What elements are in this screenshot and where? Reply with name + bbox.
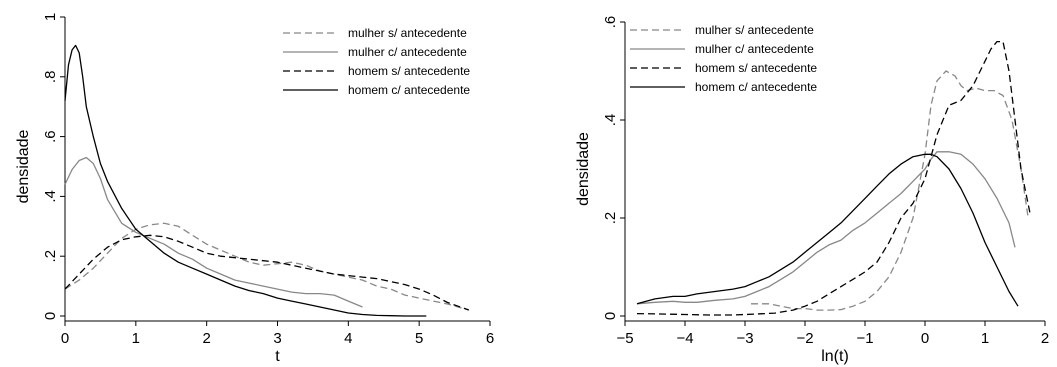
x-tick-label: 2 [1041,330,1049,347]
legend-label: homem s/ antecedente [695,61,817,75]
x-tick-label: 6 [486,330,494,347]
y-tick-label: .6 [42,130,59,143]
series-line-1 [64,222,469,311]
series-line-3 [64,234,470,311]
x-tick-label: −3 [736,330,753,347]
legend-label: homem s/ antecedente [348,64,470,78]
x-tick-label: −4 [676,330,693,347]
y-tick-label: .4 [42,190,59,203]
legend: mulher s/ antecedente mulher c/ anteceden… [283,26,470,97]
series-line-2 [64,156,363,308]
y-tick-label: .4 [602,114,619,127]
x-tick-label: −5 [616,330,633,347]
x-tick-label: 4 [344,330,352,347]
legend-label: mulher c/ antecedente [348,45,467,59]
y-tick-label: 0 [602,312,619,320]
chart-2: −5 −4 −3 −2 −1 0 1 2 0 .2 .4 .6 ln(t) densidade mulher… [575,16,1049,365]
y-axis-label: densidade [575,132,592,206]
series-line-3 [636,40,1031,316]
legend-label: mulher s/ antecedente [348,26,467,40]
series-line-1 [751,70,1029,311]
x-tick-label: 5 [415,330,423,347]
chart-1: 0 1 2 3 4 5 6 0 .2 .4 .6 .8 1 t densidade mulher s/ ant… [15,13,494,365]
x-tick-label: 0 [61,330,69,347]
legend-label: mulher s/ antecedente [695,23,814,37]
x-tick-label: −1 [856,330,873,347]
x-tick-label: 3 [273,330,281,347]
legend-label: homem c/ antecedente [348,83,470,97]
x-tick-label: −2 [796,330,813,347]
legend-label: mulher c/ antecedente [695,42,814,56]
x-tick-label: 1 [981,330,989,347]
legend-label: homem c/ antecedente [695,80,817,94]
y-tick-label: .2 [602,212,619,225]
series-line-4 [636,153,1019,307]
x-tick-label: 0 [921,330,929,347]
series-line-2 [636,151,1016,305]
legend: mulher s/ antecedente mulher c/ anteceden… [630,23,817,94]
x-tick-label: 2 [202,330,210,347]
series-line-4 [64,44,427,317]
y-axis-label: densidade [15,129,32,203]
x-axis-label: ln(t) [821,348,849,365]
y-tick-label: 1 [42,13,59,21]
y-tick-label: .2 [42,250,59,263]
y-tick-label: 0 [42,312,59,320]
x-axis-label: t [275,348,280,365]
y-tick-label: .6 [602,16,619,29]
x-tick-label: 1 [132,330,140,347]
y-tick-label: .8 [42,71,59,84]
